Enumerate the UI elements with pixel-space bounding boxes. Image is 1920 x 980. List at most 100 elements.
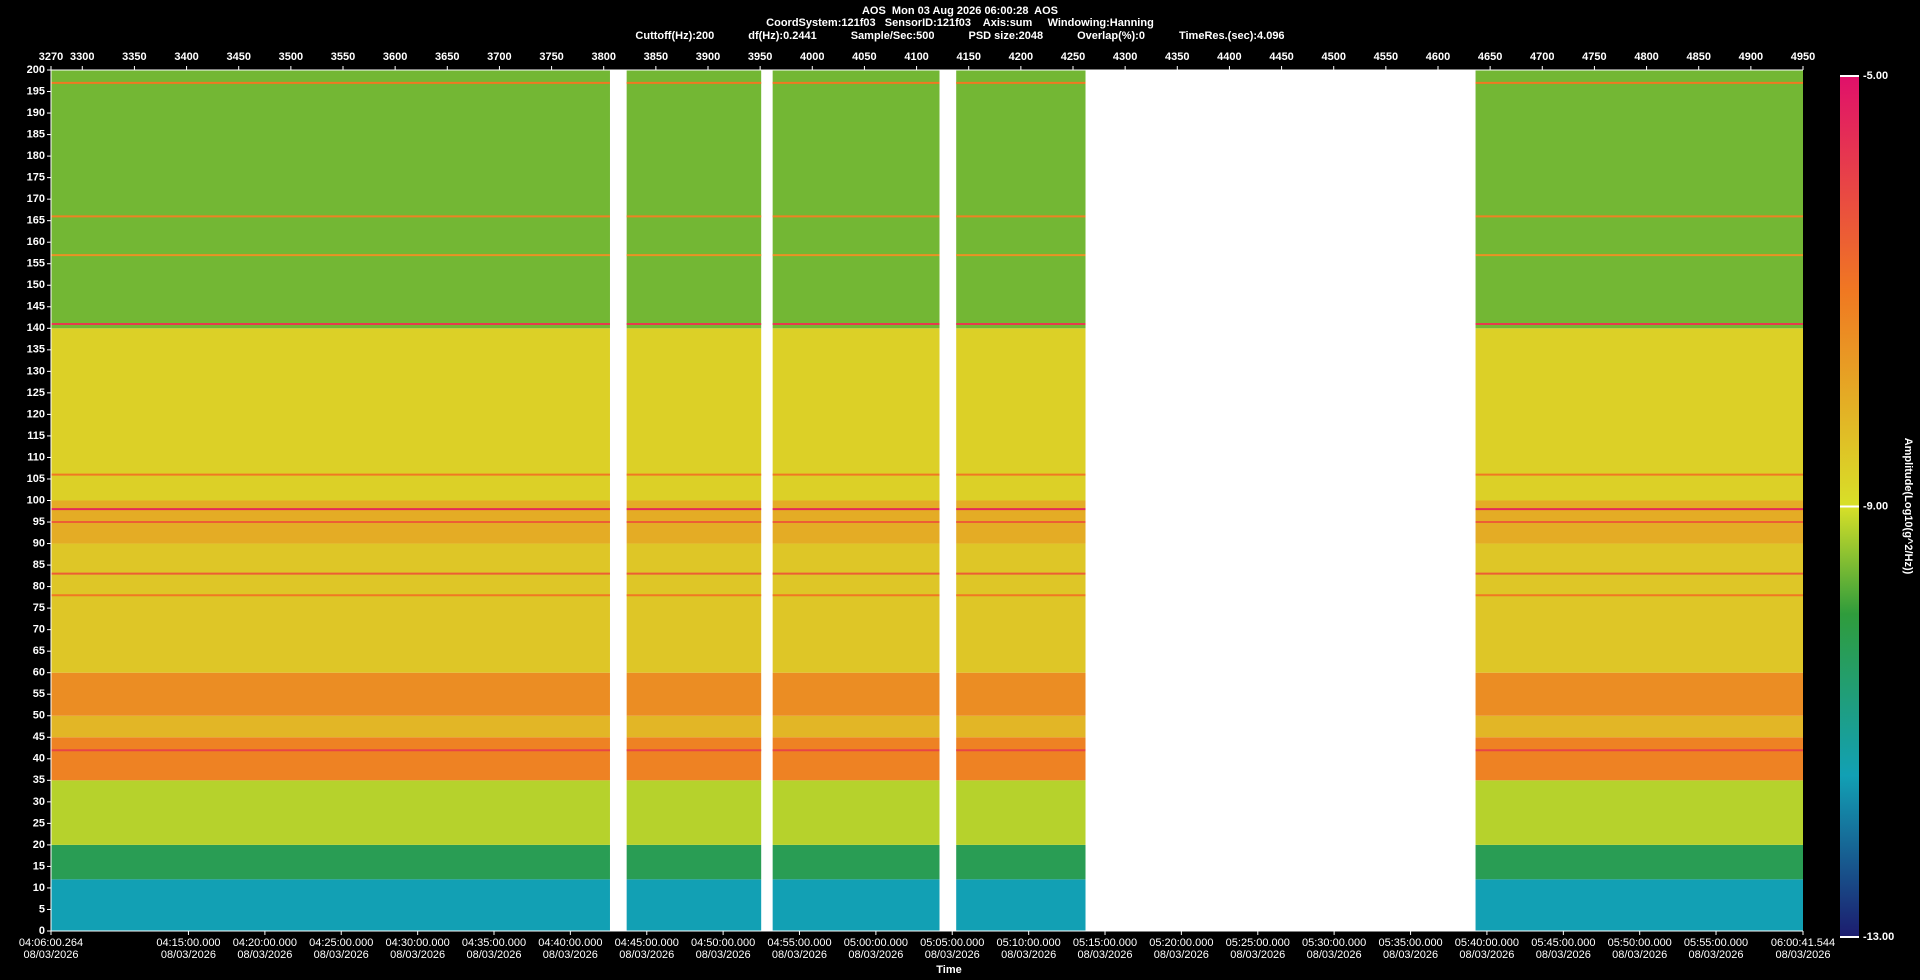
time-tick-label: 04:40:00.000 08/03/2026 (538, 937, 603, 961)
colorbar-tick-label: -13.00 (1863, 931, 1894, 943)
time-tick-label: 05:40:00.000 08/03/2026 (1454, 937, 1520, 961)
spectrogram-cell (51, 70, 610, 329)
spectrogram-cell (51, 672, 610, 716)
spectrogram-cell (772, 844, 940, 880)
x-tick-label: 4750 (1582, 51, 1606, 63)
spectrogram-cell (626, 70, 762, 329)
colorbar-label: Amplitude(Log10(g^2/Hz)) (1902, 438, 1914, 575)
time-tick-label: 04:35:00.000 08/03/2026 (461, 937, 527, 961)
spectrogram-cell (1475, 672, 1803, 716)
x-tick-label: 3650 (435, 51, 459, 63)
x-tick-label: 4900 (1739, 51, 1763, 63)
spectrogram-cell (1475, 328, 1803, 501)
spectrogram-cell (1475, 737, 1803, 781)
time-tick-label: 05:10:00.000 08/03/2026 (996, 937, 1061, 961)
spectrogram-cell (956, 844, 1086, 880)
x-tick-label: 3270 (39, 51, 63, 63)
spectrogram-cell (956, 780, 1086, 845)
y-tick-label: 25 (33, 817, 45, 829)
y-tick-label: 115 (27, 430, 45, 442)
y-tick-label: 140 (27, 322, 45, 334)
colorbar-tick-label: -5.00 (1863, 70, 1888, 82)
spectrogram-cell (956, 879, 1086, 931)
x-tick-label: 4050 (852, 51, 876, 63)
y-tick-label: 185 (27, 128, 45, 140)
spectrogram-cell (956, 543, 1086, 673)
spectrogram-cell (51, 844, 610, 880)
y-tick-label: 80 (33, 581, 45, 593)
x-tick-label: 4700 (1530, 51, 1554, 63)
y-tick-label: 150 (27, 279, 45, 291)
y-tick-label: 120 (27, 408, 45, 420)
x-tick-label: 4400 (1217, 51, 1241, 63)
x-tick-label: 3700 (487, 51, 511, 63)
time-tick-label: 05:50:00.000 08/03/2026 (1607, 937, 1672, 961)
time-tick-label: 06:00:41.544 08/03/2026 (1770, 937, 1836, 961)
x-tick-label: 3450 (226, 51, 250, 63)
y-tick-label: 40 (33, 753, 45, 765)
x-tick-label: 4200 (1009, 51, 1033, 63)
x-tick-label: 4350 (1165, 51, 1189, 63)
time-tick-label: 04:55:00.000 08/03/2026 (767, 937, 832, 961)
parameter: TimeRes.(sec):4.096 (1178, 30, 1285, 42)
x-tick-label: 3300 (70, 51, 94, 63)
spectrogram-cell (956, 328, 1086, 501)
x-tick-label: 3850 (644, 51, 668, 63)
y-tick-label: 165 (27, 215, 45, 227)
y-tick-label: 200 (27, 64, 45, 76)
parameters: Cuttoff(Hz):200 df(Hz):0.2441 Sample/Sec:5… (0, 30, 1920, 42)
spectrogram-cell (626, 879, 762, 931)
spectrogram-cell (626, 715, 762, 738)
x-tick-label: 4250 (1061, 51, 1085, 63)
y-tick-label: 135 (27, 344, 45, 356)
spectrogram-cell (1475, 543, 1803, 673)
y-tick-label: 100 (27, 494, 45, 506)
time-tick-label: 05:00:00.000 08/03/2026 (843, 937, 909, 961)
parameter: df(Hz):0.2441 (748, 30, 817, 42)
y-tick-label: 195 (27, 85, 45, 97)
spectrogram-cell (51, 328, 610, 501)
x-tick-label: 4550 (1374, 51, 1398, 63)
y-tick-label: 15 (33, 860, 45, 872)
spectrogram-cell (1475, 844, 1803, 880)
spectrogram-cell (772, 328, 940, 501)
x-tick-label: 4450 (1269, 51, 1293, 63)
y-tick-label: 85 (33, 559, 45, 571)
x-tick-label: 3750 (539, 51, 563, 63)
time-tick-label: 05:05:00.000 08/03/2026 (920, 937, 985, 961)
parameter: Sample/Sec:500 (850, 30, 935, 42)
spectrogram-cell (772, 70, 940, 329)
spectrogram-cell (772, 715, 940, 738)
y-tick-label: 155 (27, 258, 45, 270)
y-tick-label: 170 (27, 193, 45, 205)
x-tick-label: 4950 (1791, 51, 1815, 63)
spectrogram-cell (51, 780, 610, 845)
y-tick-label: 50 (33, 710, 45, 722)
x-tick-label: 3800 (591, 51, 615, 63)
y-tick-label: 20 (33, 839, 45, 851)
spectrogram-cell (956, 70, 1086, 329)
time-tick-label: 04:45:00.000 08/03/2026 (614, 937, 679, 961)
time-tick-label: 05:30:00.000 08/03/2026 (1302, 937, 1367, 961)
y-tick-label: 175 (27, 172, 45, 184)
parameter: Cuttoff(Hz):200 (635, 30, 715, 42)
x-tick-label: 4800 (1634, 51, 1658, 63)
y-tick-label: 110 (27, 451, 45, 463)
x-tick-label: 3600 (383, 51, 407, 63)
time-tick-label: 05:35:00.000 08/03/2026 (1378, 937, 1443, 961)
time-tick-label: 05:20:00.000 08/03/2026 (1149, 937, 1214, 961)
spectrogram-cell (51, 879, 610, 931)
spectrogram-cell (1475, 715, 1803, 738)
x-tick-label: 4300 (1113, 51, 1137, 63)
spectrogram-cell (772, 737, 940, 781)
spectrogram-cell (956, 715, 1086, 738)
time-tick-label: 05:55:00.000 08/03/2026 (1683, 937, 1749, 961)
y-tick-label: 180 (27, 150, 45, 162)
x-tick-label: 3950 (748, 51, 772, 63)
spectrogram-cell (626, 543, 762, 673)
spectrogram-cell (772, 672, 940, 716)
time-tick-label: 04:15:00.000 08/03/2026 (156, 937, 221, 961)
chart-title: AOS Mon 03 Aug 2026 06:00:28 AOS (861, 5, 1059, 17)
